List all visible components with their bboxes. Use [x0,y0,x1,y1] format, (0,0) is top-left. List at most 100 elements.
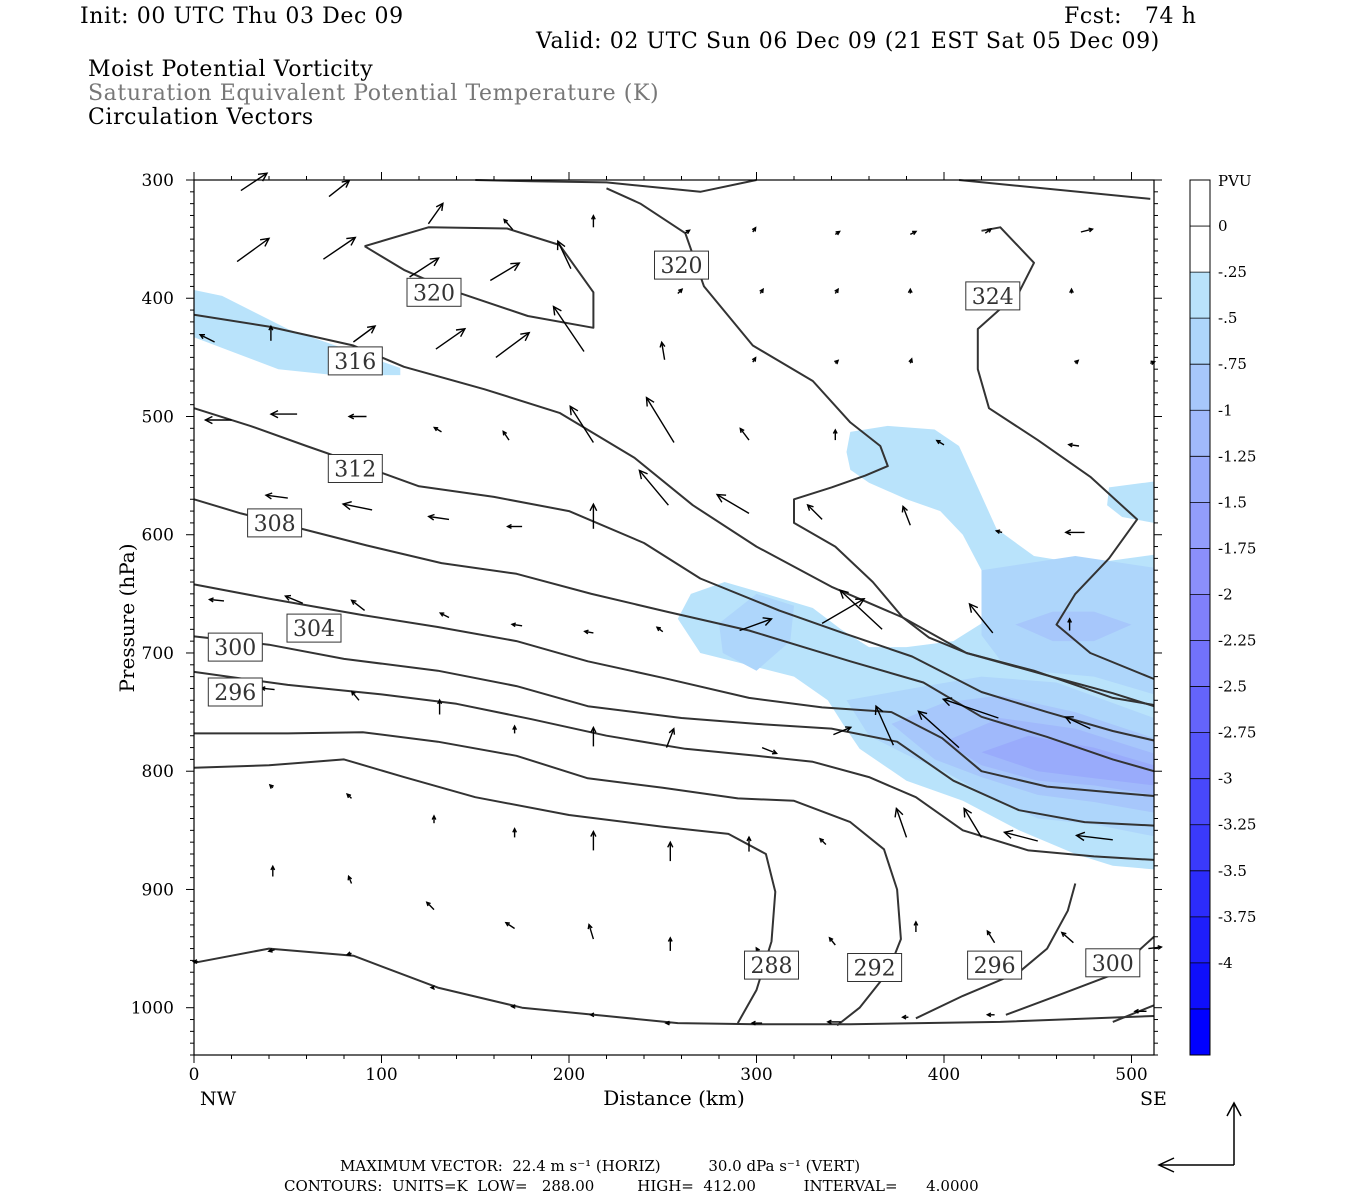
colorbar-swatch [1190,180,1210,227]
vector-head [759,287,764,294]
vector-head [425,901,431,907]
vector-shaft [821,598,865,625]
colorbar-swatch [1190,640,1210,688]
vector-head [1002,829,1014,839]
circulation-vector [437,698,443,715]
contour-label: 300 [1085,948,1141,978]
contour-line-1 [958,179,1151,200]
y-tick-label: 300 [142,171,174,191]
contour-label: 288 [744,950,799,980]
vector-head [437,698,443,705]
vector-head [506,523,512,530]
vector-shaft [807,504,823,520]
vector-shaft [986,930,996,944]
vector-head [834,287,839,294]
contour-label: 324 [965,281,1021,311]
y-tick-label: 800 [142,762,174,782]
vector-head [347,874,353,881]
circulation-vector [269,409,298,419]
circulation-vector [1064,716,1091,730]
vector-head [520,331,531,342]
colorbar-swatch [1190,778,1210,826]
circulation-vector [236,237,271,263]
x-tick-label: 500 [1115,1065,1147,1085]
circulation-vector [1148,945,1163,950]
vector-head [762,617,773,626]
circulation-vector [664,1020,671,1026]
circulation-vector [489,262,521,282]
circulation-vector [429,985,436,991]
circulation-vector [828,936,836,946]
contour-label-box [744,950,799,980]
colorbar-swatch [1190,318,1210,365]
circulation-vector [345,793,352,799]
vector-head [510,622,517,628]
vector-head [268,324,274,331]
circulation-vector [268,324,274,341]
circulation-vector [431,814,437,824]
vector-head [664,1020,670,1026]
field-title-theta-es: Saturation Equivalent Potential Temperat… [88,81,660,106]
axes: 300 400 500 600 700 800 900 1000 0 100 200 300 400 50… [131,171,1162,1085]
circulation-vector [347,413,367,420]
vector-head [968,602,979,613]
vector-head [1067,617,1073,623]
colorbar-label: -.75 [1218,355,1247,373]
vector-head [655,626,662,632]
theta-es-contours [193,179,1155,1027]
circulation-vector [512,724,518,734]
field-title-vectors: Circulation Vectors [88,105,314,130]
vector-head [345,793,352,799]
y-tick-label: 400 [142,289,174,309]
contour-label-text: 320 [661,254,703,279]
circulation-vector [1069,287,1074,294]
vector-shaft [199,334,215,343]
circulation-vector [806,503,823,520]
contour-line-10 [193,670,1155,861]
contour-label-text: 320 [413,281,455,306]
vector-head [894,806,904,818]
circulation-vector [589,502,598,529]
vector-head [907,287,913,294]
circulation-vector [590,830,597,851]
colorbar-swatch [1190,594,1210,642]
circulation-vector [908,357,913,364]
mpv-colorbar: 0 -.25 -.5 -.75 -1 -1.25 -1.5 -1.75 -2 -2.25 -2.5 -… [1189,179,1256,1056]
vector-head [438,612,445,617]
colorbar-swatch [1190,1008,1210,1056]
circulation-vector [352,325,377,343]
circulation-vector [240,172,269,192]
mpv-region-9 [981,735,1154,786]
circulation-vector [1060,931,1074,944]
vector-head [1069,287,1074,294]
vector-head [1074,831,1086,842]
vector-shaft [209,598,225,602]
circulation-vector [935,439,945,446]
colorbar-label: -.5 [1218,309,1237,327]
valid-time: Valid: 02 UTC Sun 06 Dec 09 (21 EST Sat … [536,29,1160,54]
colorbar-frame [1189,179,1211,1056]
circulation-vector [986,929,996,944]
circulation-vector [590,725,597,747]
contour-label: 300 [207,632,263,662]
circulation-vector [510,622,523,628]
vector-shaft [839,589,883,630]
circulation-vector [495,331,531,358]
vector-shaft [739,618,772,632]
circulation-vector [751,226,757,233]
circulation-vector [834,230,841,236]
vector-shaft [511,623,523,627]
colorbar-label: -2.25 [1218,632,1256,650]
vector-head [207,597,214,603]
circulation-vector [506,523,523,530]
vector-head [751,226,757,232]
vector-head [346,236,357,246]
vector-head [556,239,566,251]
x-tick-label: 0 [189,1065,200,1085]
contour-label-text: 308 [254,512,296,537]
vector-shaft [552,306,585,352]
circulation-vector [984,228,993,234]
vector-head [901,504,908,513]
circulation-vector [504,921,515,930]
circulation-vector [819,837,827,845]
